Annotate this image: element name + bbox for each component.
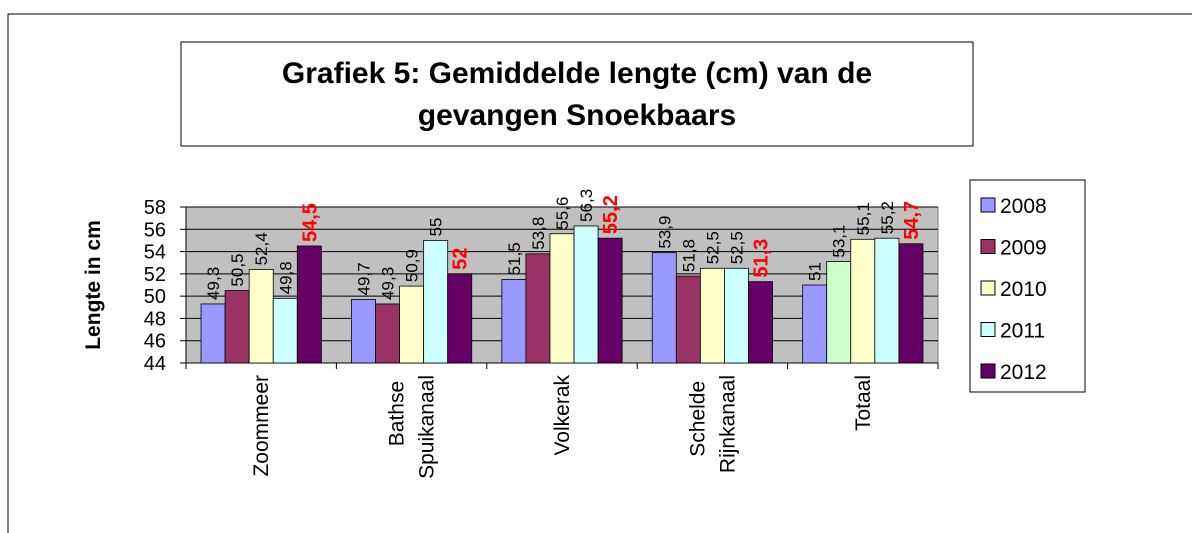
y-axis-title: Lengte in cm (82, 220, 105, 350)
legend-label: 2012 (1000, 361, 1047, 384)
y-tick-label: 52 (144, 264, 166, 286)
data-label: 56,3 (577, 189, 596, 222)
legend-label: 2008 (1000, 195, 1047, 218)
data-label: 55,1 (854, 202, 873, 235)
x-tick-label: Volkerak (551, 375, 574, 456)
bar (525, 253, 551, 364)
x-tick-label: Zoommeer (250, 375, 273, 477)
y-tick-label: 58 (144, 197, 166, 219)
legend-label: 2009 (1000, 237, 1047, 260)
data-label: 54,5 (299, 203, 321, 242)
data-label: 50,5 (228, 253, 247, 286)
bar (826, 261, 852, 364)
chart-title: gevangen Snoekbaars (418, 99, 736, 132)
bar (200, 303, 226, 364)
bar (874, 237, 900, 364)
bar (573, 225, 599, 364)
data-label: 49,7 (354, 262, 373, 295)
x-tick-label: Totaal (852, 375, 875, 431)
y-tick-label: 48 (144, 308, 166, 330)
bar (272, 297, 298, 364)
bar (675, 275, 701, 364)
bar (597, 237, 623, 364)
title-box (180, 41, 974, 147)
bar (351, 299, 376, 364)
legend-label: 2011 (1000, 320, 1045, 343)
chart-title: Grafiek 5: Gemiddelde lengte (cm) van de (282, 57, 872, 90)
data-label: 52 (450, 248, 472, 270)
data-label: 53,8 (529, 217, 548, 250)
legend-swatch (980, 239, 996, 254)
x-tick-label: Schelde Rijnkanaal (686, 375, 739, 473)
data-label: 55 (427, 218, 446, 237)
y-tick-label: 46 (144, 331, 166, 353)
data-label: 49,3 (379, 267, 398, 300)
legend-label: 2010 (1000, 278, 1047, 301)
y-tick-label: 50 (144, 286, 166, 308)
data-label: 53,1 (830, 225, 849, 258)
data-label: 52,4 (252, 232, 271, 265)
bar (699, 267, 725, 364)
bar (850, 238, 876, 364)
bar (651, 252, 677, 364)
bar (296, 245, 322, 364)
legend-swatch (980, 280, 996, 296)
data-label: 51,5 (505, 242, 524, 275)
data-label: 51,8 (679, 239, 698, 272)
bar (423, 240, 449, 364)
x-tick-label: Bathse Spuikanaal (386, 375, 439, 479)
bar (549, 233, 575, 364)
y-tick-label: 54 (144, 242, 166, 264)
legend-swatch (980, 322, 996, 337)
legend-swatch (980, 197, 996, 213)
bar (224, 290, 250, 364)
data-label: 49,8 (276, 261, 295, 294)
data-label: 55,2 (600, 195, 622, 234)
data-label: 55,2 (878, 201, 897, 234)
data-label: 53,9 (655, 216, 674, 249)
y-tick-label: 44 (144, 353, 166, 375)
bar (802, 284, 828, 364)
bar (375, 303, 400, 364)
data-label: 52,5 (703, 231, 722, 264)
bar (399, 285, 425, 364)
legend-swatch (980, 363, 996, 379)
data-label: 49,3 (204, 267, 223, 300)
bar (724, 267, 749, 364)
bar (898, 243, 924, 364)
data-label: 54,7 (901, 201, 923, 240)
data-label: 55,6 (553, 197, 572, 230)
bar (501, 279, 527, 364)
data-label: 50,9 (403, 249, 422, 282)
bar (248, 268, 274, 364)
bar (447, 273, 473, 364)
y-tick-label: 56 (144, 219, 166, 241)
bar (748, 281, 773, 364)
data-label: 52,5 (727, 231, 746, 264)
data-label: 51 (806, 262, 825, 281)
data-label: 51,3 (751, 239, 773, 278)
